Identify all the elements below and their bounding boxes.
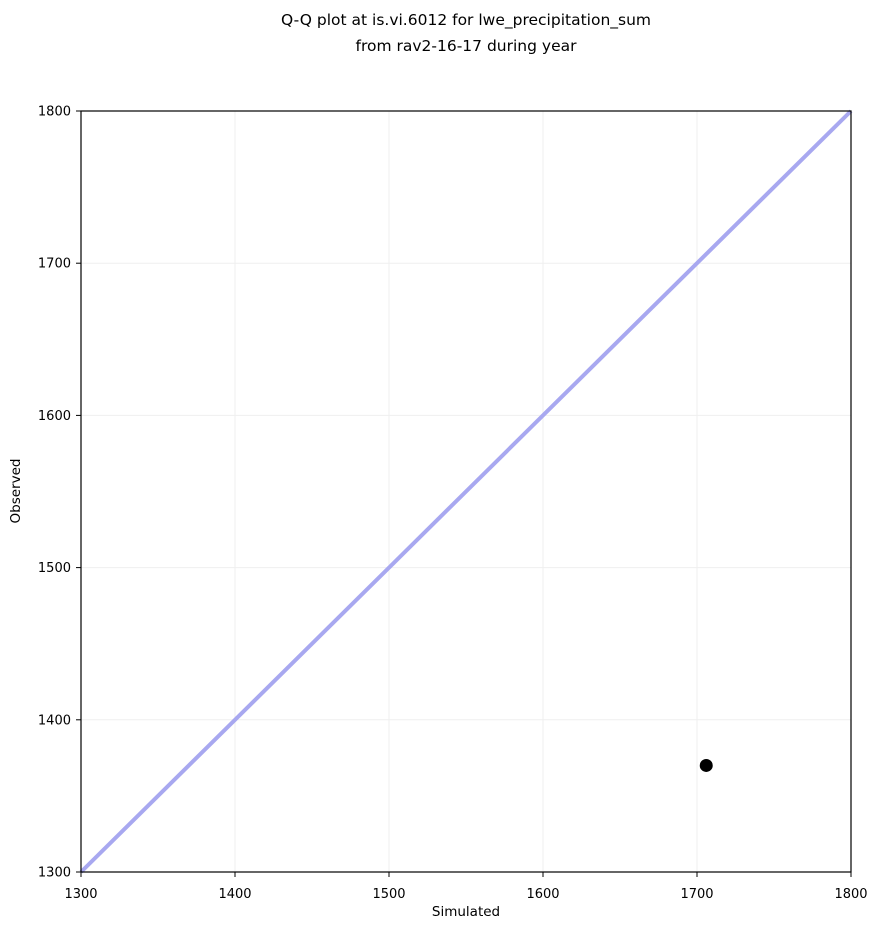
identity-line <box>79 109 853 874</box>
x-axis-label: Simulated <box>431 904 501 920</box>
y-tick-label: 1600 <box>38 409 71 424</box>
x-tick-label: 1300 <box>64 887 97 902</box>
y-tick-label: 1700 <box>38 257 71 272</box>
chart-title-line2: from rav2-16-17 during year <box>355 37 577 55</box>
x-tick-label: 1400 <box>218 887 251 902</box>
y-axis-label: Observed <box>8 458 24 524</box>
data-point <box>699 758 713 772</box>
y-tick-label: 1400 <box>38 713 71 728</box>
plot-border <box>80 110 852 873</box>
chart-title-line1: Q-Q plot at is.vi.6012 for lwe_precipita… <box>280 11 652 29</box>
y-tick-label: 1500 <box>38 561 71 576</box>
y-tick-label: 1800 <box>38 105 71 120</box>
x-tick-label: 1600 <box>526 887 559 902</box>
x-tick-label: 1700 <box>680 887 713 902</box>
chart-title: Q-Q plot at is.vi.6012 for lwe_precipita… <box>81 7 851 59</box>
y-tick-label: 1300 <box>38 866 71 881</box>
x-tick-label: 1800 <box>834 887 867 902</box>
x-tick-label: 1500 <box>372 887 405 902</box>
